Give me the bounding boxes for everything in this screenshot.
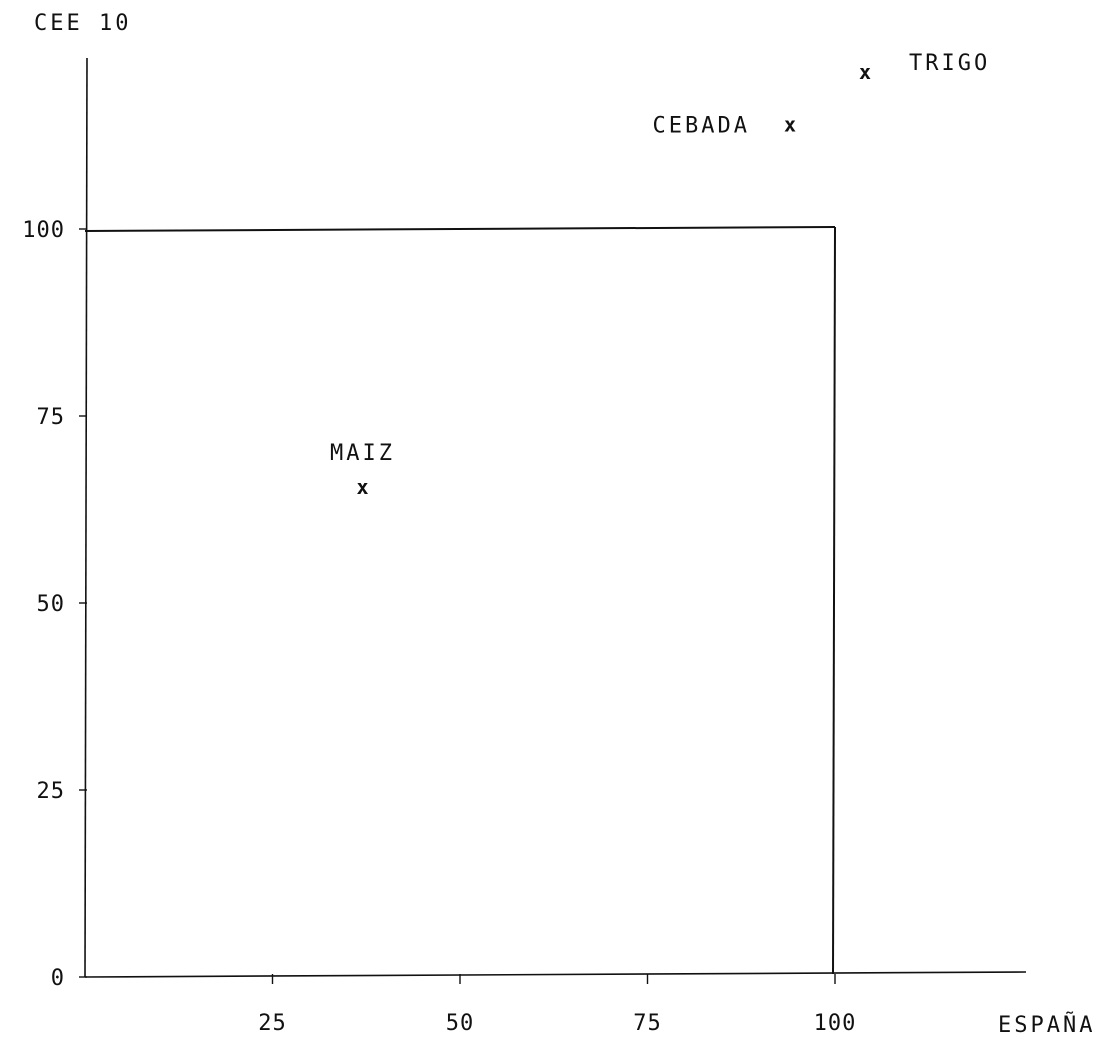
- x-tick-label: 100: [814, 1011, 857, 1036]
- x-axis-line: [84, 971, 1027, 978]
- y-tick-label: 100: [22, 218, 65, 243]
- reference-box: [84, 226, 836, 975]
- y-tick-label: 25: [37, 779, 66, 804]
- reference-box-top: [84, 226, 836, 232]
- data-point-marker: x: [784, 112, 796, 136]
- data-point-label: TRIGO: [909, 51, 990, 76]
- x-tick-label: 75: [633, 1011, 662, 1036]
- reference-box-right: [832, 226, 836, 975]
- data-point-marker: x: [859, 60, 871, 84]
- axes: [84, 57, 1027, 978]
- data-points: x MAIZ x CEBADA x TRIGO: [330, 51, 990, 499]
- y-tick-label: 75: [37, 405, 66, 430]
- y-tick-label: 50: [37, 592, 66, 617]
- data-point-label: MAIZ: [330, 441, 395, 466]
- y-tick-label: 0: [51, 966, 65, 991]
- y-axis-line: [84, 57, 88, 978]
- x-tick-label: 50: [446, 1011, 475, 1036]
- x-axis-title: ESPAÑA: [998, 1011, 1095, 1038]
- data-point-marker: x: [356, 475, 368, 499]
- tick-labels: 25 50 75 100 0 25 50 75 100: [22, 218, 857, 1036]
- data-point-label: CEBADA: [653, 113, 750, 138]
- y-axis-title: CEE 10: [34, 11, 131, 36]
- x-tick-label: 25: [258, 1011, 287, 1036]
